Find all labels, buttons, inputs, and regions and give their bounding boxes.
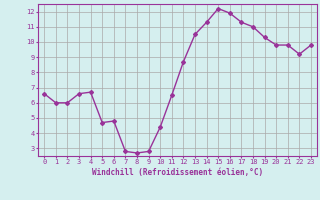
X-axis label: Windchill (Refroidissement éolien,°C): Windchill (Refroidissement éolien,°C) — [92, 168, 263, 177]
